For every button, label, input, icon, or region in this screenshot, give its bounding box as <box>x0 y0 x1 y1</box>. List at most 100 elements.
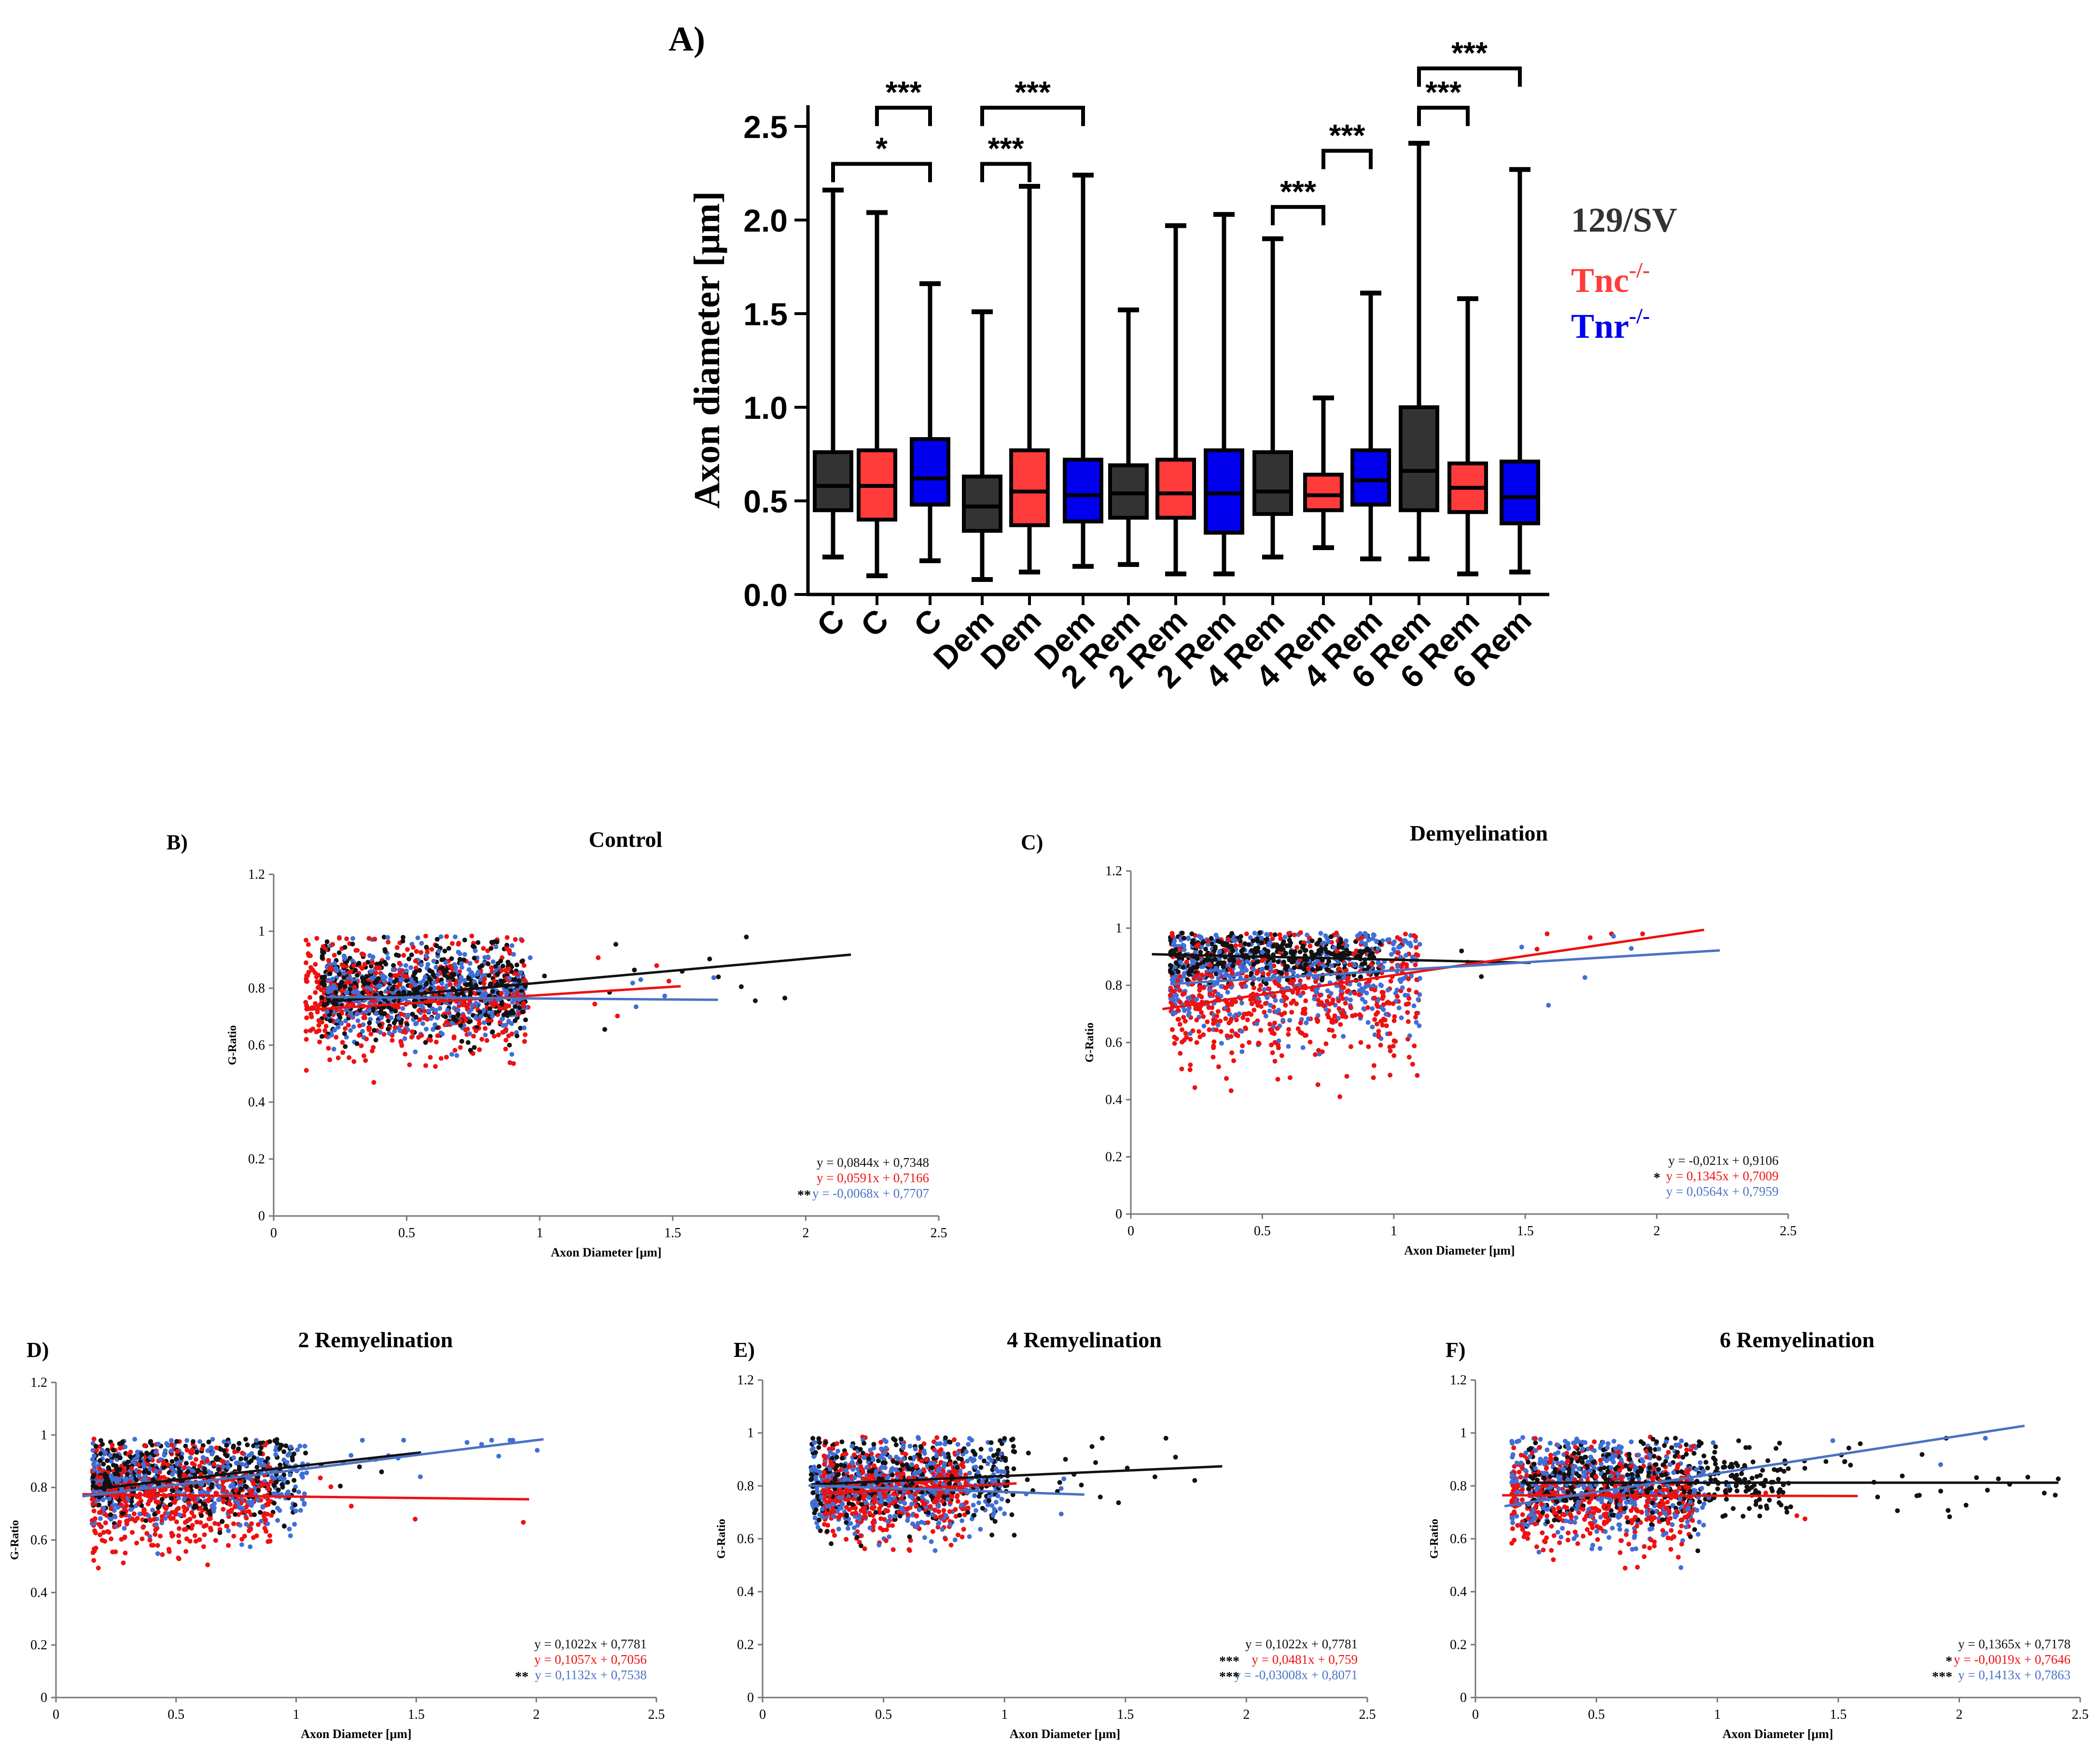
data-point <box>355 1018 361 1023</box>
x-tick-label: C <box>854 602 895 644</box>
data-point <box>1180 1027 1185 1032</box>
data-point <box>1177 946 1182 952</box>
data-point <box>226 1543 231 1548</box>
data-point <box>1410 1062 1415 1067</box>
data-point <box>1252 1008 1257 1013</box>
data-point <box>1357 1012 1362 1017</box>
data-point <box>183 1443 188 1449</box>
data-point <box>304 1470 309 1476</box>
data-point <box>155 1551 160 1556</box>
x-axis-title: Axon Diameter [μm] <box>551 1245 661 1259</box>
data-point <box>1399 1015 1404 1021</box>
data-point <box>467 961 473 966</box>
data-point <box>1249 948 1254 953</box>
data-point <box>1012 1449 1017 1454</box>
data-point <box>322 1028 328 1033</box>
data-point <box>338 1483 343 1489</box>
data-point <box>411 945 416 950</box>
data-point <box>638 977 643 982</box>
y-tick-label: 0.6 <box>1105 1036 1122 1050</box>
data-point <box>90 1518 95 1523</box>
data-point <box>356 961 362 966</box>
data-point <box>320 1034 324 1039</box>
data-point <box>200 1489 206 1494</box>
data-point <box>247 1460 252 1465</box>
data-point <box>360 1437 365 1443</box>
data-point <box>1222 942 1227 948</box>
data-point <box>1254 1021 1259 1026</box>
data-point <box>292 1521 297 1527</box>
data-point <box>93 1530 98 1535</box>
box-body <box>1399 405 1439 512</box>
y-tick-label: 0.5 <box>743 483 788 519</box>
data-point <box>134 1540 139 1546</box>
data-point <box>274 1437 279 1442</box>
data-point <box>327 1057 333 1063</box>
data-point <box>318 1475 323 1480</box>
data-point <box>1219 984 1224 989</box>
data-point <box>117 1467 123 1472</box>
data-point <box>201 1544 206 1549</box>
data-point <box>1195 956 1200 961</box>
data-point <box>387 1031 392 1036</box>
data-point <box>1205 957 1210 962</box>
data-point <box>1417 1023 1422 1028</box>
data-point <box>1333 1019 1338 1024</box>
data-point <box>432 1022 438 1027</box>
y-tick-label: 0.8 <box>30 1480 47 1495</box>
data-point <box>381 935 387 940</box>
data-point <box>109 1536 114 1542</box>
data-point <box>521 1519 526 1525</box>
data-point <box>353 967 358 973</box>
data-point <box>458 1045 463 1050</box>
data-point <box>481 946 486 951</box>
data-point <box>247 1528 252 1533</box>
data-point <box>1361 1006 1366 1011</box>
data-point <box>1196 1029 1201 1034</box>
data-point <box>372 981 377 985</box>
data-point <box>1175 1008 1181 1013</box>
data-point <box>1264 965 1269 970</box>
data-point <box>1405 1010 1410 1015</box>
data-point <box>390 986 395 992</box>
data-point <box>176 1556 181 1561</box>
data-point <box>462 952 467 957</box>
data-point <box>993 1500 999 1505</box>
data-point <box>1378 1043 1383 1048</box>
data-point <box>334 990 339 995</box>
data-point <box>278 1463 283 1467</box>
data-point <box>322 974 327 980</box>
data-point <box>1270 1050 1275 1055</box>
data-point <box>170 1488 176 1493</box>
data-point <box>1246 942 1252 947</box>
data-point <box>148 1498 153 1503</box>
data-point <box>1376 960 1380 966</box>
data-point <box>1338 939 1344 944</box>
equation-2: y = 0,1132x + 0,7538 <box>535 1668 647 1682</box>
data-point <box>257 1451 263 1456</box>
data-point <box>182 1508 187 1514</box>
data-point <box>1254 959 1260 965</box>
scatter-points <box>808 1435 1197 1553</box>
data-point <box>398 1039 403 1044</box>
data-point <box>1209 973 1214 978</box>
data-point <box>1397 937 1403 942</box>
data-point <box>602 1027 607 1032</box>
data-point <box>1366 938 1371 943</box>
data-point <box>744 934 749 939</box>
chart-title: Demyelination <box>1410 821 1548 845</box>
data-point <box>183 1549 189 1554</box>
data-point <box>242 1509 248 1515</box>
data-point <box>495 961 501 966</box>
data-point <box>507 976 512 981</box>
data-point <box>407 1062 412 1067</box>
data-point <box>752 998 758 1003</box>
data-point <box>1244 959 1250 964</box>
data-point <box>332 961 337 966</box>
data-point <box>1316 1048 1321 1053</box>
data-point <box>111 1448 116 1453</box>
data-point <box>1277 932 1282 938</box>
